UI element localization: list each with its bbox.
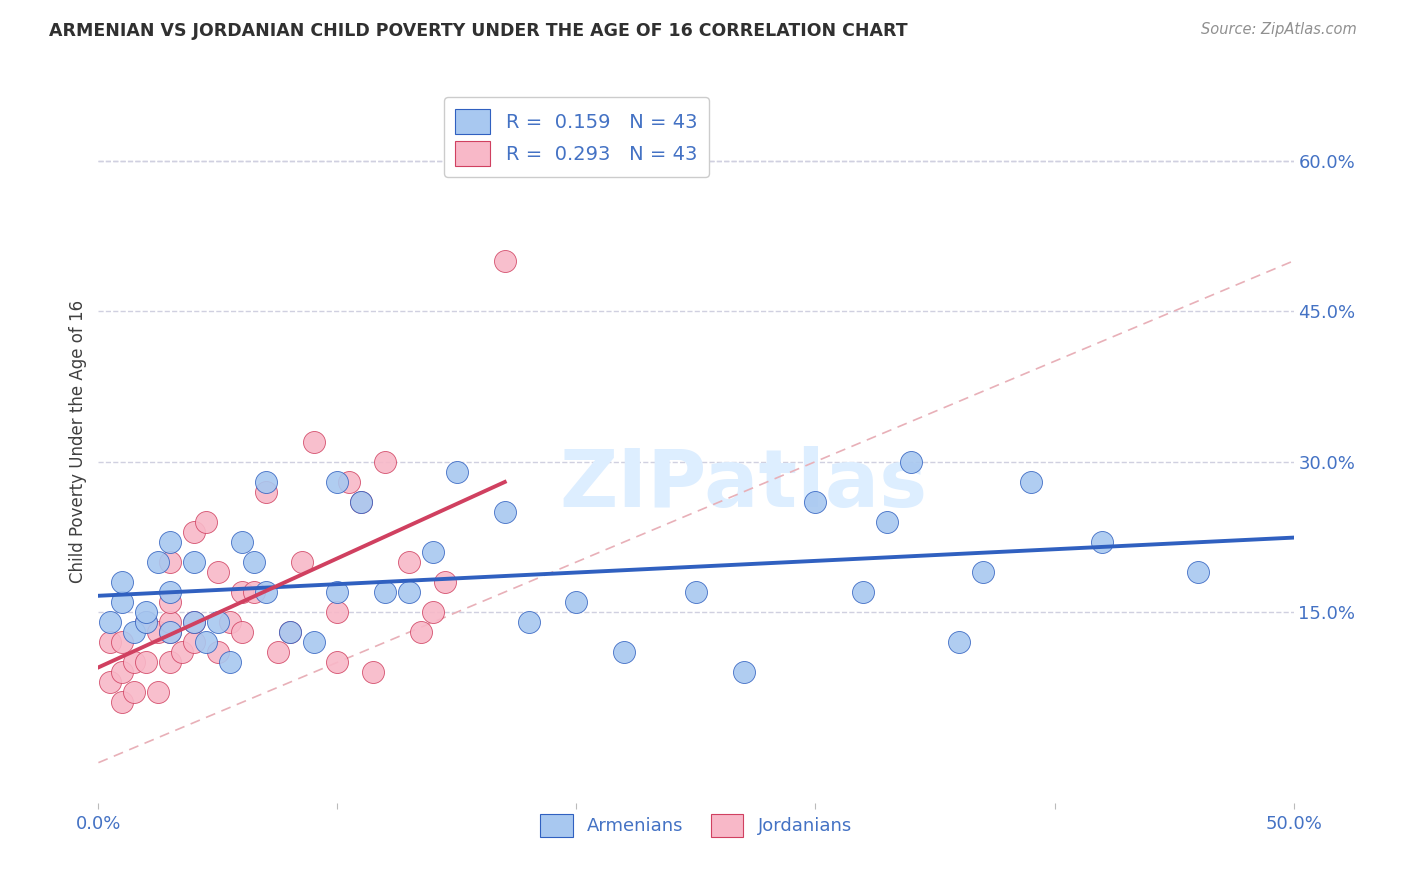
Legend: Armenians, Jordanians: Armenians, Jordanians xyxy=(533,806,859,845)
Point xyxy=(422,545,444,559)
Point xyxy=(565,595,588,609)
Text: Source: ZipAtlas.com: Source: ZipAtlas.com xyxy=(1201,22,1357,37)
Point xyxy=(159,585,181,599)
Point xyxy=(326,475,349,489)
Point xyxy=(876,515,898,529)
Point xyxy=(243,555,266,569)
Point xyxy=(98,635,122,649)
Point xyxy=(326,585,349,599)
Point xyxy=(291,555,314,569)
Point xyxy=(172,645,194,659)
Point xyxy=(159,615,181,630)
Point xyxy=(207,615,229,630)
Point xyxy=(135,605,157,619)
Point xyxy=(374,585,396,599)
Point xyxy=(948,635,970,649)
Point xyxy=(302,635,325,649)
Point xyxy=(398,555,420,569)
Point xyxy=(231,585,253,599)
Point xyxy=(111,575,134,590)
Point xyxy=(350,494,373,508)
Point xyxy=(159,595,181,609)
Point xyxy=(339,475,361,489)
Point xyxy=(267,645,290,659)
Point xyxy=(98,615,122,630)
Point xyxy=(852,585,875,599)
Point xyxy=(207,565,229,579)
Point xyxy=(302,434,325,449)
Point xyxy=(1091,535,1114,549)
Point xyxy=(254,484,277,499)
Point xyxy=(733,665,755,680)
Point xyxy=(900,455,922,469)
Point xyxy=(446,465,468,479)
Point xyxy=(148,685,170,699)
Point xyxy=(411,625,433,640)
Point xyxy=(183,615,205,630)
Point xyxy=(278,625,301,640)
Point xyxy=(124,625,146,640)
Point xyxy=(350,494,373,508)
Point xyxy=(183,524,205,539)
Point xyxy=(98,675,122,690)
Point xyxy=(231,535,253,549)
Point xyxy=(422,605,444,619)
Point xyxy=(159,625,181,640)
Point xyxy=(124,655,146,669)
Point xyxy=(972,565,994,579)
Text: ARMENIAN VS JORDANIAN CHILD POVERTY UNDER THE AGE OF 16 CORRELATION CHART: ARMENIAN VS JORDANIAN CHILD POVERTY UNDE… xyxy=(49,22,908,40)
Point xyxy=(148,625,170,640)
Point xyxy=(159,655,181,669)
Point xyxy=(124,685,146,699)
Point xyxy=(254,475,277,489)
Point xyxy=(494,505,516,519)
Point xyxy=(195,515,218,529)
Point xyxy=(374,455,396,469)
Point xyxy=(231,625,253,640)
Point xyxy=(183,635,205,649)
Point xyxy=(434,575,457,590)
Point xyxy=(278,625,301,640)
Point xyxy=(219,615,242,630)
Point xyxy=(1187,565,1209,579)
Point xyxy=(243,585,266,599)
Point xyxy=(111,696,134,710)
Point xyxy=(159,555,181,569)
Point xyxy=(363,665,385,680)
Point xyxy=(326,605,349,619)
Point xyxy=(183,555,205,569)
Point xyxy=(517,615,540,630)
Point xyxy=(135,655,157,669)
Point xyxy=(111,665,134,680)
Point xyxy=(219,655,242,669)
Point xyxy=(159,625,181,640)
Point xyxy=(183,615,205,630)
Y-axis label: Child Poverty Under the Age of 16: Child Poverty Under the Age of 16 xyxy=(69,300,87,583)
Point xyxy=(195,635,218,649)
Point xyxy=(148,555,170,569)
Point xyxy=(685,585,707,599)
Point xyxy=(111,635,134,649)
Point xyxy=(207,645,229,659)
Point xyxy=(494,254,516,268)
Point xyxy=(159,535,181,549)
Text: ZIPatlas: ZIPatlas xyxy=(560,446,928,524)
Point xyxy=(135,615,157,630)
Point xyxy=(111,595,134,609)
Point xyxy=(135,615,157,630)
Point xyxy=(398,585,420,599)
Point xyxy=(326,655,349,669)
Point xyxy=(254,585,277,599)
Point xyxy=(1019,475,1042,489)
Point xyxy=(613,645,636,659)
Point xyxy=(804,494,827,508)
